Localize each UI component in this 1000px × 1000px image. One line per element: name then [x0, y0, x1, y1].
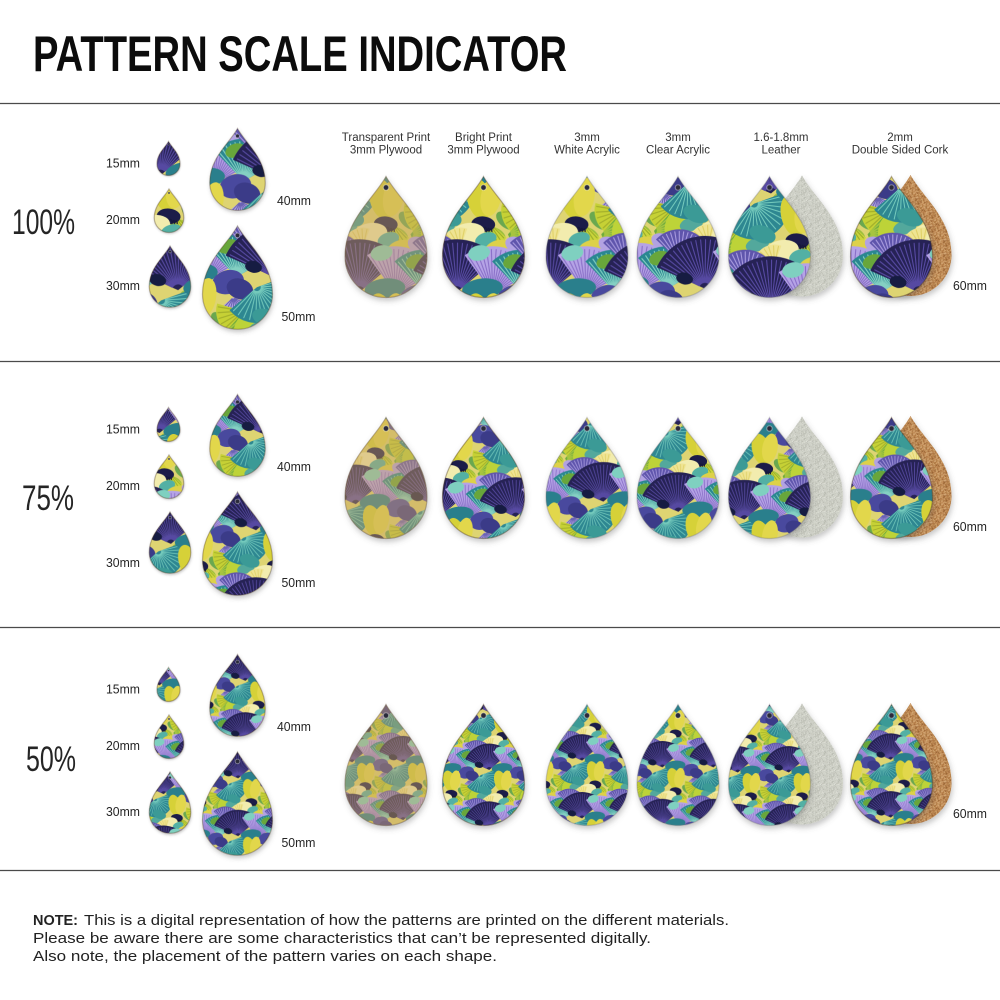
svg-text:This is a digital representati: This is a digital representation of how … [84, 913, 729, 929]
svg-text:Clear Acrylic: Clear Acrylic [646, 145, 710, 157]
svg-text:15mm: 15mm [106, 156, 140, 171]
svg-text:60mm: 60mm [953, 278, 987, 293]
svg-text:40mm: 40mm [277, 459, 311, 474]
svg-text:Transparent Print: Transparent Print [342, 132, 431, 144]
svg-text:15mm: 15mm [106, 422, 140, 437]
svg-text:30mm: 30mm [106, 278, 140, 293]
svg-text:3mm: 3mm [574, 132, 600, 144]
svg-text:Please be aware there are some: Please be aware there are some character… [33, 931, 651, 947]
svg-text:NOTE:: NOTE: [33, 913, 78, 929]
svg-text:Also note, the placement of th: Also note, the placement of the pattern … [33, 949, 497, 965]
svg-text:PATTERN SCALE INDICATOR: PATTERN SCALE INDICATOR [33, 26, 567, 82]
svg-text:30mm: 30mm [106, 555, 140, 570]
svg-text:White Acrylic: White Acrylic [554, 145, 620, 157]
svg-text:3mm Plywood: 3mm Plywood [350, 145, 422, 157]
svg-text:60mm: 60mm [953, 806, 987, 821]
svg-text:2mm: 2mm [887, 132, 913, 144]
svg-text:Double Sided Cork: Double Sided Cork [852, 145, 949, 157]
svg-text:50mm: 50mm [282, 309, 316, 324]
svg-text:Leather: Leather [761, 145, 800, 157]
svg-text:60mm: 60mm [953, 519, 987, 534]
svg-text:3mm Plywood: 3mm Plywood [447, 145, 519, 157]
svg-text:50mm: 50mm [282, 575, 316, 590]
svg-text:15mm: 15mm [106, 682, 140, 697]
svg-text:50mm: 50mm [282, 835, 316, 850]
svg-text:40mm: 40mm [277, 719, 311, 734]
svg-text:30mm: 30mm [106, 804, 140, 819]
svg-text:3mm: 3mm [665, 132, 691, 144]
svg-text:50%: 50% [26, 740, 76, 779]
svg-text:100%: 100% [12, 203, 75, 242]
svg-text:40mm: 40mm [277, 193, 311, 208]
svg-text:20mm: 20mm [106, 478, 140, 493]
svg-text:20mm: 20mm [106, 738, 140, 753]
svg-text:Bright Print: Bright Print [455, 132, 513, 144]
svg-text:1.6-1.8mm: 1.6-1.8mm [754, 132, 809, 144]
svg-text:20mm: 20mm [106, 212, 140, 227]
svg-text:75%: 75% [22, 479, 74, 518]
